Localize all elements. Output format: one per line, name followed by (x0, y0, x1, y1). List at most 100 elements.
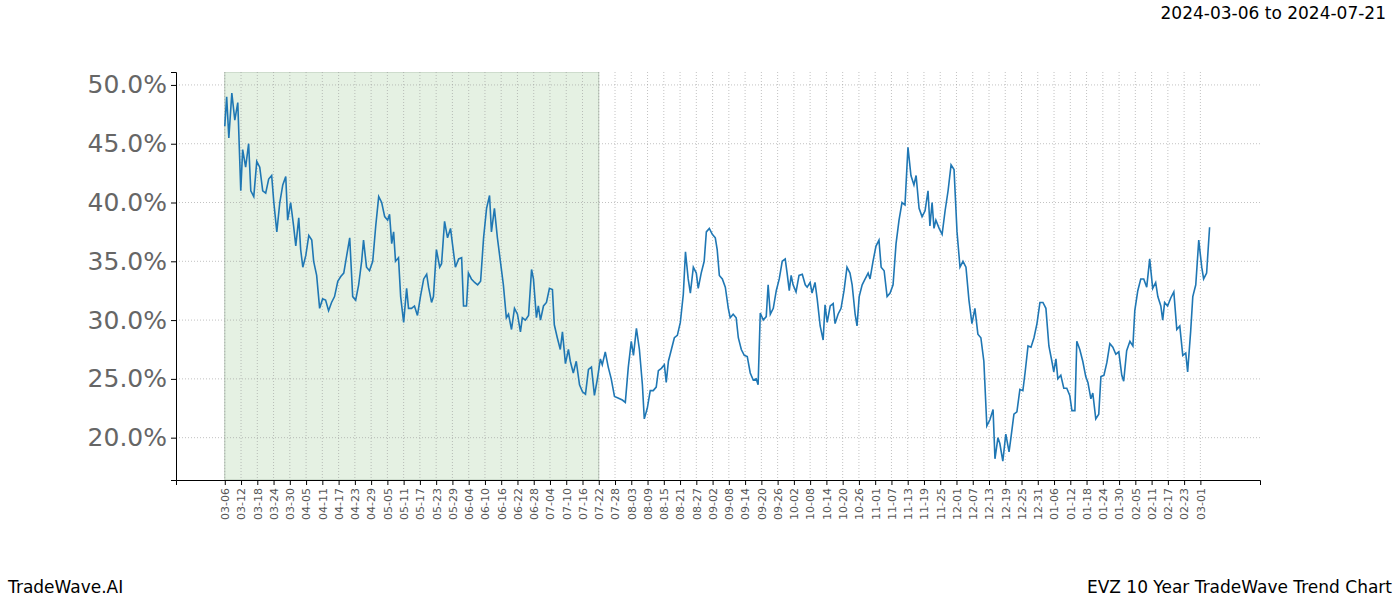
grid-line-y (176, 437, 1260, 438)
x-tick-label: 07-28 (609, 488, 622, 520)
grid-line-x (582, 72, 583, 480)
y-tick-label: 35.0% (88, 247, 167, 276)
x-tick-mark (583, 480, 584, 485)
grid-line-x (1200, 72, 1201, 480)
grid-line-x (680, 72, 681, 480)
grid-line-y (176, 84, 1260, 85)
x-tick-label: 06-16 (496, 488, 509, 520)
x-tick: 04-29 (365, 480, 378, 520)
x-tick: 03-01 (1195, 480, 1208, 520)
grid-line-x (1005, 72, 1006, 480)
x-tick-mark (989, 480, 990, 485)
y-tick: 25.0% (88, 364, 176, 393)
grid-line-x (826, 72, 827, 480)
x-tick-label: 03-30 (284, 488, 297, 520)
x-tick: 12-01 (951, 480, 964, 520)
x-tick: 06-22 (512, 480, 525, 520)
grid-line-x (1070, 72, 1071, 480)
grid-line-x (777, 72, 778, 480)
x-tick-label: 10-02 (788, 488, 801, 520)
x-tick-label: 02-05 (1130, 488, 1143, 520)
x-tick-label: 04-29 (365, 488, 378, 520)
grid-line-x (403, 72, 404, 480)
title: EVZ 10 Year TradeWave Trend Chart (1087, 577, 1392, 597)
x-tick-mark (225, 480, 226, 485)
x-tick-label: 08-21 (674, 488, 687, 520)
x-tick: 09-02 (707, 480, 720, 520)
grid-line-x (1167, 72, 1168, 480)
grid-line-x (257, 72, 258, 480)
grid-line-x (1184, 72, 1185, 480)
y-axis-line (171, 73, 177, 481)
x-tick-label: 07-22 (593, 488, 606, 520)
y-tick-mark (171, 144, 176, 145)
x-tick-mark (436, 480, 437, 485)
x-tick-label: 12-01 (951, 488, 964, 520)
x-tick-mark (1070, 480, 1071, 485)
grid-line-x (956, 72, 957, 480)
x-tick-mark (729, 480, 730, 485)
x-tick-mark (908, 480, 909, 485)
grid-line-x (761, 72, 762, 480)
grid-line-x (810, 72, 811, 480)
x-tick-label: 04-05 (300, 488, 313, 520)
x-tick: 07-16 (577, 480, 590, 520)
grid-line-x (322, 72, 323, 480)
x-tick-label: 05-05 (382, 488, 395, 520)
x-tick-mark (339, 480, 340, 485)
grid-line-x (1102, 72, 1103, 480)
x-tick-label: 06-04 (463, 488, 476, 520)
x-tick: 01-12 (1065, 480, 1078, 520)
x-tick: 07-28 (609, 480, 622, 520)
x-tick-mark (420, 480, 421, 485)
x-tick: 05-23 (431, 480, 444, 520)
x-tick-label: 05-11 (398, 488, 411, 520)
x-tick: 06-10 (479, 480, 492, 520)
x-tick-label: 05-23 (431, 488, 444, 520)
x-tick-mark (1200, 480, 1201, 485)
x-tick-mark (810, 480, 811, 485)
x-tick: 03-06 (219, 480, 232, 520)
x-tick-label: 09-20 (756, 488, 769, 520)
grid-line-x (891, 72, 892, 480)
x-tick: 08-15 (658, 480, 671, 520)
x-tick-label: 06-10 (479, 488, 492, 520)
x-tick-mark (534, 480, 535, 485)
x-tick-label: 04-23 (349, 488, 362, 520)
x-tick-mark (696, 480, 697, 485)
grid-line-x (1119, 72, 1120, 480)
x-tick-mark (1135, 480, 1136, 485)
x-tick-label: 07-04 (544, 488, 557, 520)
x-tick: 03-18 (252, 480, 265, 520)
x-tick-label: 09-26 (772, 488, 785, 520)
x-tick: 09-08 (723, 480, 736, 520)
x-tick: 09-26 (772, 480, 785, 520)
x-tick-label: 03-24 (268, 488, 281, 520)
x-tick-label: 01-18 (1081, 488, 1094, 520)
y-tick-label: 25.0% (88, 364, 167, 393)
x-tick-label: 03-01 (1195, 488, 1208, 520)
grid-line-x (371, 72, 372, 480)
x-tick-mark (973, 480, 974, 485)
x-tick: 01-24 (1097, 480, 1110, 520)
x-tick: 08-27 (691, 480, 704, 520)
x-axis: 03-0603-1203-1803-2403-3004-0504-1104-17… (177, 480, 1261, 520)
grid-line-x (566, 72, 567, 480)
x-tick-label: 05-17 (414, 488, 427, 520)
x-tick-mark (1054, 480, 1055, 485)
x-tick-mark (761, 480, 762, 485)
x-tick-mark (956, 480, 957, 485)
x-tick-mark (1038, 480, 1039, 485)
grid-line-y (176, 378, 1260, 379)
y-tick-mark (171, 85, 176, 86)
x-tick-mark (566, 480, 567, 485)
y-tick-mark (171, 379, 176, 380)
y-tick-mark (171, 203, 176, 204)
grid-line-x (858, 72, 859, 480)
grid-line-x (842, 72, 843, 480)
x-tick-mark (306, 480, 307, 485)
x-tick: 04-05 (300, 480, 313, 520)
x-tick-mark (290, 480, 291, 485)
x-tick-mark (1184, 480, 1185, 485)
x-tick-mark (875, 480, 876, 485)
